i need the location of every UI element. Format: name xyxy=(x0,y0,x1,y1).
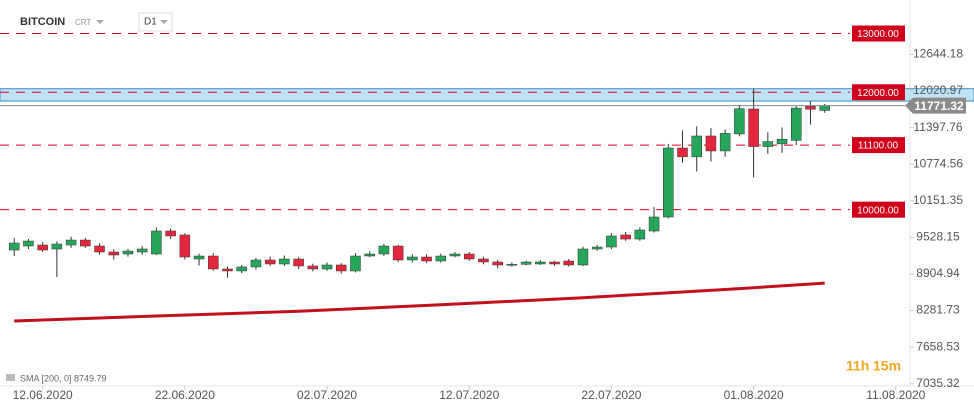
candle-body xyxy=(250,259,262,268)
candle-body xyxy=(705,135,717,152)
candle-body xyxy=(151,230,162,255)
candle-body xyxy=(805,106,816,110)
candle-body xyxy=(80,239,91,247)
indicator-icon[interactable] xyxy=(6,374,15,381)
candle-body xyxy=(108,251,119,256)
y-tick-label: 12644.18 xyxy=(913,47,963,61)
countdown-minutes: 15m xyxy=(873,358,901,374)
candle-body xyxy=(535,261,546,265)
candle-body xyxy=(222,268,233,272)
candle-body xyxy=(193,255,205,260)
dropdown-caret[interactable] xyxy=(96,20,104,24)
level-label: 11100.00 xyxy=(858,141,899,152)
x-tick-label: 11.08.2020 xyxy=(866,388,925,402)
candle-body xyxy=(776,138,788,145)
candle-body xyxy=(293,258,304,267)
y-tick-label: 9528.15 xyxy=(916,230,960,244)
x-tick-label: 22.06.2020 xyxy=(155,388,215,402)
candle-body xyxy=(663,147,674,218)
candle-body xyxy=(236,266,247,272)
candle-body xyxy=(563,260,574,266)
candle-body xyxy=(407,256,418,261)
dropdown-caret[interactable] xyxy=(160,20,168,24)
candle-body xyxy=(591,246,603,250)
candle-body xyxy=(8,242,20,251)
x-tick-label: 02.07.2020 xyxy=(297,388,357,402)
candle-body xyxy=(819,105,830,111)
candle-body xyxy=(94,245,105,253)
last-price-label: 11771.32 xyxy=(914,99,964,113)
candle-body xyxy=(136,248,148,253)
symbol: BITCOIN xyxy=(20,16,65,28)
level-label-box xyxy=(852,25,905,42)
candle-body xyxy=(51,243,63,250)
candle-body xyxy=(748,108,759,147)
y-tick-label: 10151.35 xyxy=(913,193,963,207)
candle-body xyxy=(606,235,617,248)
candle-body xyxy=(435,255,447,262)
candle-body xyxy=(520,261,532,265)
timeframe-box[interactable] xyxy=(138,12,173,32)
y-tick-label: 8904.94 xyxy=(916,266,960,280)
candle-body xyxy=(392,245,404,261)
candle-body xyxy=(719,133,731,152)
x-tick-label: 12.06.2020 xyxy=(13,388,73,402)
level-label: 13000.00 xyxy=(857,29,899,40)
highlight-zone xyxy=(0,88,974,102)
candle-body xyxy=(506,264,518,266)
y-tick-label: 7658.53 xyxy=(916,339,960,353)
candle-body xyxy=(478,258,489,263)
x-tick-label: 01.08.2020 xyxy=(724,388,784,402)
candle-body xyxy=(634,229,646,240)
candle-body xyxy=(762,141,774,147)
level-label: 10000.00 xyxy=(857,205,899,216)
candle-body xyxy=(122,250,134,255)
candle-body xyxy=(336,264,347,272)
candle-body xyxy=(179,234,191,258)
y-tick-label: 7035.32 xyxy=(916,376,960,390)
sma-line xyxy=(14,281,825,323)
y-tick-label: 12020.97 xyxy=(913,83,963,97)
candle-body xyxy=(648,216,660,232)
candle-body xyxy=(321,264,333,270)
candle-body xyxy=(307,265,319,270)
candle-body xyxy=(378,245,390,255)
candle-body xyxy=(421,256,432,262)
candle-body xyxy=(165,230,176,237)
x-tick-label: 12.07.2020 xyxy=(439,388,499,402)
candle-body xyxy=(65,239,77,246)
candle-body xyxy=(492,261,503,266)
sma-legend: SMA [200, 0] 8749.79 xyxy=(20,373,107,383)
level-label-box xyxy=(852,201,905,218)
y-tick-label: 11397.76 xyxy=(913,120,962,134)
candle-body xyxy=(691,135,702,158)
candle-body xyxy=(463,253,475,260)
x-tick-label: 22.07.2020 xyxy=(581,388,641,402)
y-tick-label: 10774.56 xyxy=(913,156,963,170)
candle-body xyxy=(734,108,745,135)
candle-body xyxy=(279,258,290,265)
candle-body xyxy=(37,244,48,251)
level-label: 12000.00 xyxy=(857,88,899,99)
timeframe[interactable]: D1 xyxy=(144,17,157,28)
candle-body xyxy=(677,147,688,158)
level-label-box xyxy=(852,84,905,101)
y-tick-label: 8281.73 xyxy=(916,303,960,317)
candle-body xyxy=(449,253,461,257)
last-price-box xyxy=(905,97,966,114)
candle-body xyxy=(577,248,589,266)
candle-body xyxy=(549,261,560,265)
candle-body xyxy=(264,259,276,265)
candle-body xyxy=(364,253,375,257)
countdown-hours: 11h xyxy=(846,358,869,374)
level-label-box xyxy=(852,137,905,154)
candle-body xyxy=(620,234,631,240)
symbol-tag[interactable]: CRT xyxy=(75,18,91,27)
candle-body xyxy=(208,255,219,270)
candle-body xyxy=(791,107,802,141)
candle-body xyxy=(23,240,34,247)
candle-body xyxy=(350,255,361,272)
